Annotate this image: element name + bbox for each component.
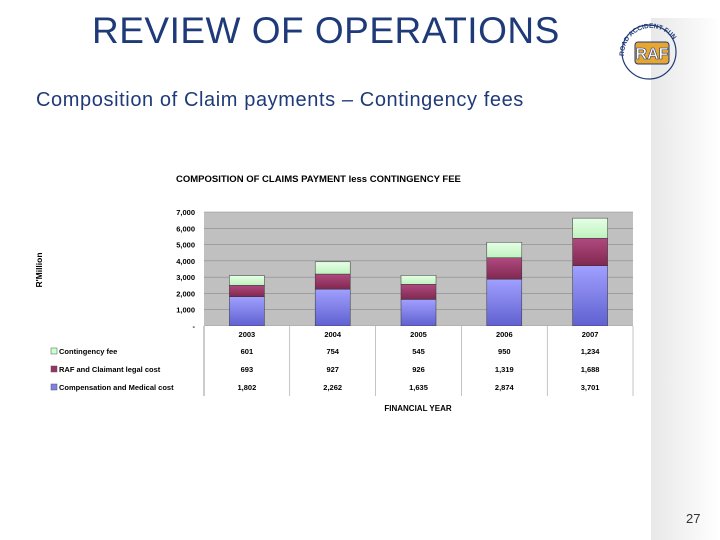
bar-contingency-fee <box>572 217 608 239</box>
bar-contingency-fee <box>229 275 265 286</box>
x-tick-label: 2006 <box>496 330 513 339</box>
bar-contingency-fee <box>400 275 437 285</box>
y-tick-label: 2,000 <box>176 289 195 298</box>
data-label: 927 <box>326 365 339 374</box>
legend-entry: Compensation and Medical cost <box>59 383 174 392</box>
bar-legal-cost <box>572 237 608 266</box>
y-tick-label: 4,000 <box>176 257 195 266</box>
bar-legal-cost <box>400 284 437 300</box>
legend-entry: RAF and Claimant legal cost <box>59 365 161 374</box>
slide-subtitle: Composition of Claim payments – Continge… <box>36 89 524 111</box>
bar-compensation-cost <box>572 265 608 327</box>
data-label: 3,701 <box>581 383 600 392</box>
bar-compensation-cost <box>400 299 437 327</box>
data-label: 1,234 <box>581 347 601 356</box>
data-label: 545 <box>412 347 425 356</box>
bar-legal-cost <box>486 257 523 280</box>
y-tick-label: 1,000 <box>176 306 195 315</box>
legend-swatch <box>50 365 58 373</box>
slide-title: REVIEW OF OPERATIONS <box>92 10 560 51</box>
chart-title: COMPOSITION OF CLAIMS PAYMENT less CONTI… <box>176 174 461 185</box>
legend-swatch <box>50 383 58 391</box>
data-label: 1,802 <box>238 383 257 392</box>
legend-swatch <box>50 347 58 355</box>
y-axis-label: R'Million <box>34 252 44 287</box>
data-table <box>204 326 633 396</box>
y-tick-label: 6,000 <box>176 224 195 233</box>
data-label: 2,262 <box>323 383 342 392</box>
data-label: 1,635 <box>409 383 428 392</box>
data-label: 1,688 <box>581 365 600 374</box>
data-label: 926 <box>412 365 425 374</box>
x-tick-label: 2007 <box>582 330 599 339</box>
y-tick-label: - <box>193 322 196 331</box>
legend-entry: Contingency fee <box>59 347 117 356</box>
right-decorative-bar <box>651 18 720 540</box>
page-number: 27 <box>686 511 701 526</box>
data-label: 1,319 <box>495 365 514 374</box>
bar-contingency-fee <box>486 241 523 258</box>
bar-compensation-cost <box>486 278 523 327</box>
bar-contingency-fee <box>314 261 351 275</box>
data-label: 693 <box>241 365 254 374</box>
x-axis-label: FINANCIAL YEAR <box>384 404 451 413</box>
data-label: 754 <box>326 347 339 356</box>
data-label: 950 <box>498 347 511 356</box>
y-tick-label: 5,000 <box>176 241 195 250</box>
bar-compensation-cost <box>229 296 265 327</box>
data-label: 601 <box>241 347 254 356</box>
x-tick-label: 2004 <box>324 330 342 339</box>
x-tick-label: 2003 <box>239 330 256 339</box>
data-label: 2,874 <box>495 383 515 392</box>
y-tick-label: 7,000 <box>176 208 195 217</box>
x-tick-label: 2005 <box>410 330 427 339</box>
raf-logo: ROAD ACCIDENT FUND RAF <box>614 16 678 80</box>
bar-legal-cost <box>229 285 265 297</box>
logo-text: RAF <box>636 46 669 63</box>
bar-compensation-cost <box>314 288 351 327</box>
bar-legal-cost <box>314 273 351 290</box>
y-tick-label: 3,000 <box>176 273 195 282</box>
